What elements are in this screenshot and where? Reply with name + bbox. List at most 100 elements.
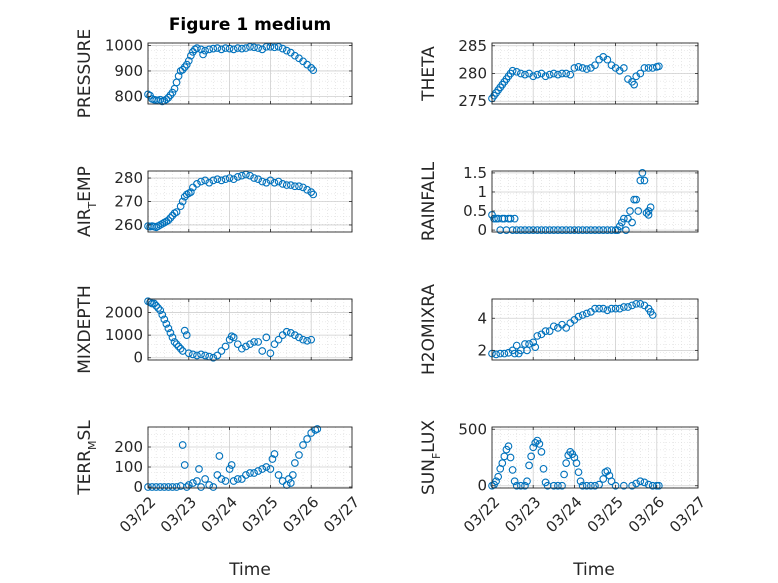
data-point [152, 483, 161, 491]
x-tick-label: 03/24 [198, 493, 241, 536]
data-point [197, 177, 205, 186]
data-point [549, 322, 558, 331]
data-point [562, 69, 571, 78]
data-point [582, 309, 591, 318]
data-point [562, 226, 571, 234]
y-axis-label: MIXDEPTH [75, 285, 95, 374]
y-axis-label: RAINFALL [419, 161, 439, 241]
data-point [603, 467, 612, 475]
data-point [205, 45, 214, 54]
data-point [233, 340, 242, 349]
data-point [640, 64, 649, 72]
data-point [152, 301, 161, 310]
y-tick-label: 200 [114, 438, 143, 456]
data-point [278, 44, 287, 53]
x-tick-label: 03/27 [320, 493, 363, 536]
data-point [254, 467, 263, 475]
data-point [268, 455, 277, 463]
data-point [186, 51, 195, 60]
data-series [488, 53, 663, 103]
data-point [562, 459, 571, 467]
data-point [172, 208, 181, 216]
data-point [599, 226, 608, 234]
data-point [291, 331, 299, 339]
data-point [529, 72, 538, 81]
data-point [558, 69, 566, 78]
data-point [274, 177, 283, 186]
axes-box [491, 426, 699, 489]
data-point [227, 461, 236, 469]
data-point [221, 477, 230, 485]
data-point [640, 176, 649, 185]
data-point [274, 471, 283, 479]
data-point [525, 340, 533, 348]
data-point [262, 178, 271, 187]
data-point [615, 222, 624, 231]
data-point [307, 188, 316, 196]
data-point [299, 335, 307, 344]
data-point [591, 226, 599, 234]
y-tick-label: 0 [477, 221, 487, 239]
y-tick-label: 500 [458, 420, 487, 438]
data-point [603, 55, 612, 64]
data-point [166, 329, 175, 337]
data-point [611, 226, 620, 234]
data-point [180, 326, 189, 335]
data-point [162, 95, 171, 104]
data-point [186, 188, 195, 196]
y-tick-label: 0 [133, 478, 143, 496]
data-point [549, 481, 558, 490]
data-point [512, 341, 521, 350]
data-point [648, 64, 657, 72]
data-point [626, 207, 634, 215]
data-point [189, 350, 197, 359]
subplot-theta: 275 280 285 THETA [419, 37, 699, 110]
data-point [217, 475, 226, 483]
y-tick-label: 1.5 [463, 164, 487, 182]
data-point [262, 333, 271, 342]
data-point [545, 327, 554, 335]
data-point [193, 351, 201, 360]
data-point [225, 465, 234, 473]
data-point [258, 465, 267, 473]
x-axis-label-left: Time [228, 560, 271, 580]
major-grid [492, 43, 698, 104]
data-point [619, 214, 628, 223]
data-point [284, 475, 293, 483]
data-series [488, 169, 655, 234]
data-point [541, 72, 550, 81]
data-point [529, 338, 538, 347]
data-point [570, 226, 579, 234]
data-point [611, 304, 620, 313]
data-point [630, 195, 638, 204]
y-tick-label: 280 [458, 65, 487, 83]
data-point [578, 64, 587, 72]
data-point [156, 306, 165, 315]
data-point [628, 218, 636, 227]
x-tick-label: 03/23 [157, 493, 200, 536]
data-point [233, 173, 242, 181]
data-point [582, 481, 591, 490]
data-point [174, 72, 183, 80]
y-tick-label: 275 [458, 92, 487, 110]
data-point [266, 465, 275, 473]
data-point [201, 46, 209, 55]
data-point [286, 181, 295, 189]
data-point [246, 171, 254, 180]
data-point [644, 207, 653, 215]
data-point [184, 349, 193, 358]
data-point [582, 65, 591, 73]
data-point [262, 42, 271, 51]
data-point [523, 477, 531, 486]
data-point [576, 477, 585, 486]
data-point [197, 45, 205, 54]
data-point [233, 475, 242, 483]
axes-box [147, 298, 353, 361]
minor-grid [492, 427, 698, 488]
x-tick-label: 03/26 [279, 493, 322, 536]
data-point [291, 459, 299, 467]
data-point [632, 479, 641, 488]
data-point [615, 304, 624, 313]
data-point [554, 481, 562, 490]
